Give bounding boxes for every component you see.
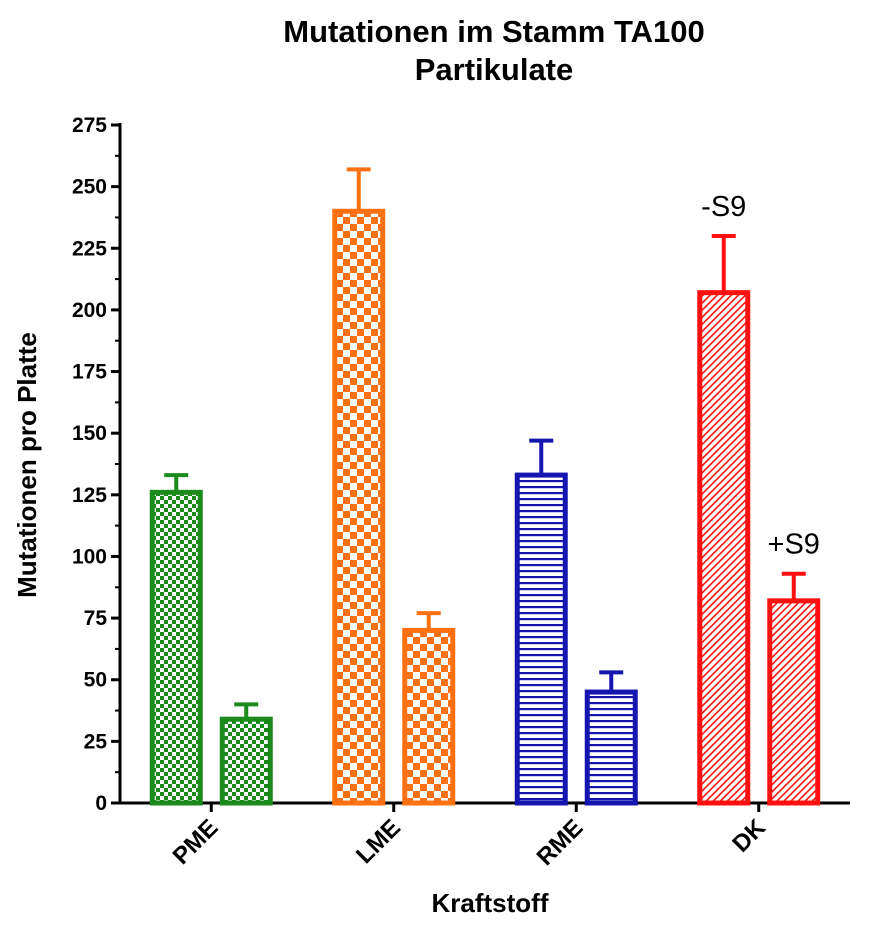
bars — [149, 167, 821, 806]
y-axis-title: Mutationen pro Platte — [12, 332, 42, 598]
y-tick-label: 50 — [84, 669, 107, 692]
annotation-label: +S9 — [768, 529, 820, 561]
y-tick-label: 275 — [72, 114, 107, 137]
y-tick-label: 200 — [72, 299, 107, 322]
bar-dk-minus-s9 — [697, 290, 751, 806]
y-tick-label: 125 — [72, 484, 107, 507]
annotations: -S9 +S9 — [701, 191, 820, 561]
bar-pme-minus-s9 — [149, 489, 203, 806]
y-tick-label: 225 — [72, 237, 107, 260]
x-tick-label: RME — [532, 814, 589, 871]
y-tick-label: 75 — [84, 607, 108, 630]
y-tick-label: 0 — [95, 792, 107, 815]
bar-lme-minus-s9 — [332, 208, 386, 806]
x-tick-label: PME — [168, 814, 224, 870]
y-tick-label: 175 — [72, 361, 107, 384]
y-tick-label: 25 — [84, 730, 108, 753]
bar-pme-plus-s9 — [219, 716, 273, 806]
y-tick-label: 250 — [72, 176, 107, 199]
annotation-label: -S9 — [701, 191, 746, 223]
bar-rme-plus-s9 — [584, 689, 638, 806]
bar-lme-plus-s9 — [402, 627, 456, 806]
y-axis: 0 25 50 75 100 125 150 175 200 225 250 275 — [72, 114, 122, 815]
bar-rme-minus-s9 — [514, 472, 568, 806]
y-tick-label: 100 — [72, 545, 107, 568]
x-axis: PME LME RME DK — [119, 801, 850, 871]
y-tick-label: 150 — [72, 422, 107, 445]
x-tick-label: DK — [727, 814, 771, 858]
x-axis-title: Kraftstoff — [432, 888, 549, 918]
chart-subtitle: Partikulate — [415, 52, 574, 87]
chart-title: Mutationen im Stamm TA100 — [283, 14, 704, 49]
x-tick-label: LME — [351, 814, 406, 869]
bar-dk-plus-s9 — [767, 598, 821, 806]
